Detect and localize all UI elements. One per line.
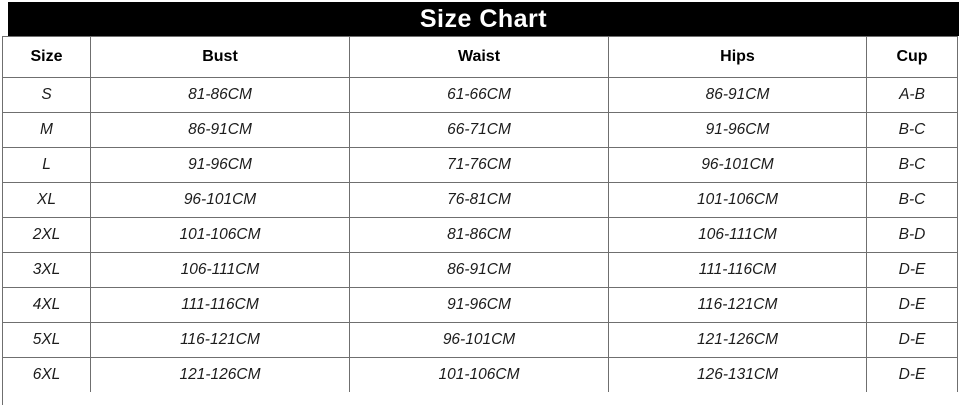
size-cell: M bbox=[2, 112, 91, 148]
cup-cell: A-B bbox=[866, 77, 958, 113]
hips-cell: 121-126CM bbox=[608, 322, 867, 358]
column-header-cup: Cup bbox=[866, 36, 958, 78]
bust-cell: 81-86CM bbox=[90, 77, 350, 113]
size-cell: 5XL bbox=[2, 322, 91, 358]
title-bar: Size Chart bbox=[8, 2, 959, 36]
header-row: Size Bust Waist Hips Cup bbox=[2, 36, 958, 78]
table-row: L 91-96CM 71-76CM 96-101CM B-C bbox=[2, 147, 958, 183]
waist-cell: 71-76CM bbox=[349, 147, 609, 183]
cup-cell: D-E bbox=[866, 252, 958, 288]
table-row: S 81-86CM 61-66CM 86-91CM A-B bbox=[2, 77, 958, 113]
size-chart-table: Size Bust Waist Hips Cup S 81-86CM 61-66CM… bbox=[2, 36, 958, 393]
hips-cell: 101-106CM bbox=[608, 182, 867, 218]
cup-cell: B-C bbox=[866, 147, 958, 183]
hips-cell: 91-96CM bbox=[608, 112, 867, 148]
waist-cell: 66-71CM bbox=[349, 112, 609, 148]
cup-cell: D-E bbox=[866, 322, 958, 358]
size-cell: 6XL bbox=[2, 357, 91, 393]
cup-cell: B-C bbox=[866, 182, 958, 218]
column-header-waist: Waist bbox=[349, 36, 609, 78]
page-title: Size Chart bbox=[419, 4, 548, 33]
table-row: 4XL 111-116CM 91-96CM 116-121CM D-E bbox=[2, 287, 958, 323]
cup-cell: B-D bbox=[866, 217, 958, 253]
size-cell: L bbox=[2, 147, 91, 183]
size-cell: 2XL bbox=[2, 217, 91, 253]
table-row: 2XL 101-106CM 81-86CM 106-111CM B-D bbox=[2, 217, 958, 253]
waist-cell: 101-106CM bbox=[349, 357, 609, 393]
size-cell: XL bbox=[2, 182, 91, 218]
bust-cell: 96-101CM bbox=[90, 182, 350, 218]
waist-cell: 91-96CM bbox=[349, 287, 609, 323]
cup-cell: B-C bbox=[866, 112, 958, 148]
table-row: 6XL 121-126CM 101-106CM 126-131CM D-E bbox=[2, 357, 958, 393]
waist-cell: 96-101CM bbox=[349, 322, 609, 358]
hips-cell: 126-131CM bbox=[608, 357, 867, 393]
cup-cell: D-E bbox=[866, 287, 958, 323]
waist-cell: 86-91CM bbox=[349, 252, 609, 288]
bust-cell: 121-126CM bbox=[90, 357, 350, 393]
partial-next-row bbox=[2, 392, 958, 405]
column-header-bust: Bust bbox=[90, 36, 350, 78]
waist-cell: 76-81CM bbox=[349, 182, 609, 218]
table-row: XL 96-101CM 76-81CM 101-106CM B-C bbox=[2, 182, 958, 218]
hips-cell: 111-116CM bbox=[608, 252, 867, 288]
bust-cell: 91-96CM bbox=[90, 147, 350, 183]
waist-cell: 81-86CM bbox=[349, 217, 609, 253]
table-row: 3XL 106-111CM 86-91CM 111-116CM D-E bbox=[2, 252, 958, 288]
column-header-hips: Hips bbox=[608, 36, 867, 78]
bust-cell: 101-106CM bbox=[90, 217, 350, 253]
bust-cell: 111-116CM bbox=[90, 287, 350, 323]
hips-cell: 96-101CM bbox=[608, 147, 867, 183]
size-cell: S bbox=[2, 77, 91, 113]
table-row: 5XL 116-121CM 96-101CM 121-126CM D-E bbox=[2, 322, 958, 358]
waist-cell: 61-66CM bbox=[349, 77, 609, 113]
size-cell: 4XL bbox=[2, 287, 91, 323]
size-cell: 3XL bbox=[2, 252, 91, 288]
bust-cell: 116-121CM bbox=[90, 322, 350, 358]
bust-cell: 86-91CM bbox=[90, 112, 350, 148]
bust-cell: 106-111CM bbox=[90, 252, 350, 288]
cup-cell: D-E bbox=[866, 357, 958, 393]
table-row: M 86-91CM 66-71CM 91-96CM B-C bbox=[2, 112, 958, 148]
hips-cell: 86-91CM bbox=[608, 77, 867, 113]
hips-cell: 116-121CM bbox=[608, 287, 867, 323]
size-table-body: S 81-86CM 61-66CM 86-91CM A-B M 86-91CM 66-71CM… bbox=[2, 77, 958, 393]
hips-cell: 106-111CM bbox=[608, 217, 867, 253]
column-header-size: Size bbox=[2, 36, 91, 78]
